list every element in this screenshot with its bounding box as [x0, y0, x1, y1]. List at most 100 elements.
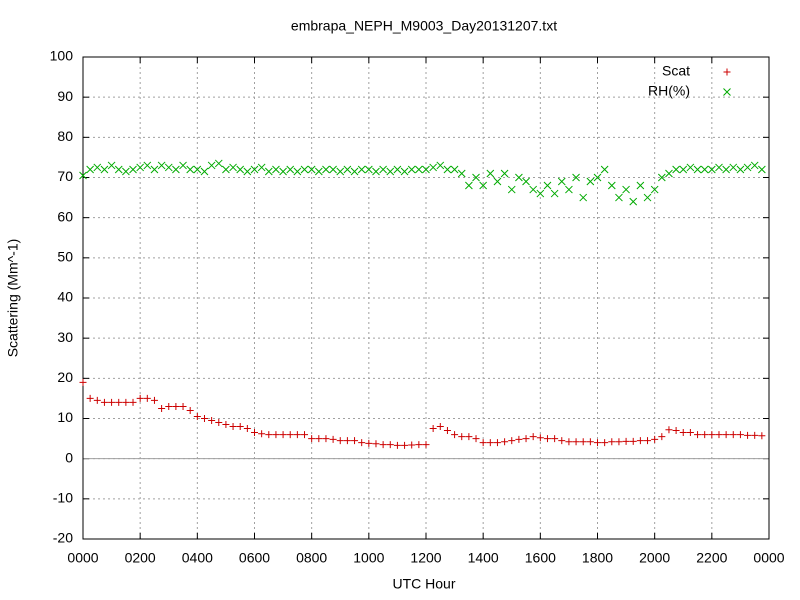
data-point — [257, 163, 266, 172]
y-tick-label: 100 — [50, 48, 74, 64]
data-point — [729, 163, 738, 172]
data-point — [622, 185, 630, 194]
data-point — [658, 433, 666, 441]
data-point — [114, 165, 123, 174]
data-point — [100, 398, 108, 406]
data-point — [601, 439, 609, 447]
data-point — [565, 185, 573, 194]
data-point — [329, 165, 337, 174]
data-point — [379, 441, 387, 449]
data-point — [336, 437, 344, 445]
data-point — [700, 165, 709, 174]
data-point — [279, 167, 287, 176]
data-point — [629, 437, 637, 445]
legend-label: Scat — [662, 63, 690, 79]
y-tick-label: 60 — [57, 208, 73, 224]
data-point — [479, 181, 488, 190]
data-point — [200, 415, 208, 422]
x-tick-label: 2200 — [696, 550, 727, 566]
data-point — [407, 165, 416, 174]
legend-marker — [723, 88, 731, 96]
data-point — [86, 165, 94, 174]
data-point — [508, 437, 516, 445]
data-point — [400, 167, 409, 176]
data-point — [679, 165, 688, 174]
data-point — [557, 177, 566, 186]
data-point — [672, 165, 680, 174]
data-point — [172, 402, 180, 410]
y-tick-label: -10 — [53, 490, 73, 506]
data-point — [543, 435, 551, 443]
data-point — [457, 169, 466, 178]
data-point — [679, 429, 687, 437]
x-tick-label: 1200 — [410, 550, 441, 566]
data-point — [351, 437, 359, 445]
data-point — [586, 438, 594, 446]
data-point — [336, 167, 345, 176]
data-point — [543, 181, 552, 190]
data-point — [701, 431, 709, 439]
data-point — [93, 396, 101, 404]
data-point — [743, 163, 752, 172]
data-point — [279, 431, 287, 439]
data-point — [393, 441, 401, 449]
data-point — [472, 435, 480, 443]
data-point — [286, 165, 295, 174]
data-point — [594, 439, 601, 447]
data-point — [600, 165, 609, 174]
data-point — [472, 173, 480, 182]
data-point — [615, 193, 623, 202]
data-point — [214, 159, 223, 168]
data-point — [143, 394, 151, 402]
x-tick-label: 0200 — [125, 550, 156, 566]
data-point — [357, 165, 366, 174]
data-point — [436, 161, 445, 170]
data-point — [536, 434, 544, 442]
data-point — [364, 165, 373, 174]
data-point — [157, 161, 166, 170]
data-point — [79, 171, 87, 180]
data-point — [650, 185, 659, 194]
data-point — [150, 165, 159, 174]
data-point — [751, 431, 759, 439]
data-point — [486, 169, 495, 178]
data-point — [79, 378, 87, 386]
y-axis-label: Scattering (Mm^-1) — [5, 239, 21, 358]
data-point — [644, 437, 652, 445]
data-point — [350, 167, 359, 176]
data-point — [550, 189, 559, 198]
data-point — [415, 165, 423, 174]
data-point — [193, 412, 201, 420]
data-point — [179, 402, 187, 410]
data-point — [450, 165, 459, 174]
data-point — [143, 161, 152, 170]
data-point — [443, 165, 452, 174]
data-point — [100, 165, 109, 174]
data-point — [315, 435, 323, 443]
data-point — [272, 165, 280, 174]
data-point — [307, 165, 316, 174]
data-point — [150, 396, 158, 404]
data-point — [672, 427, 680, 435]
data-point — [93, 163, 102, 172]
data-point — [615, 438, 623, 446]
data-point — [358, 439, 366, 447]
y-tick-label: 90 — [57, 88, 73, 104]
data-point — [236, 423, 244, 431]
x-tick-label: 0400 — [182, 550, 213, 566]
data-point — [301, 431, 309, 439]
data-point — [629, 197, 638, 206]
data-point — [686, 163, 695, 172]
x-tick-label: 0000 — [67, 550, 98, 566]
data-point — [122, 167, 130, 176]
data-point — [229, 423, 237, 431]
data-point — [465, 433, 473, 441]
data-point — [586, 177, 595, 186]
x-tick-label: 0000 — [753, 550, 784, 566]
data-point — [200, 167, 209, 176]
data-point — [372, 167, 380, 176]
data-point — [386, 167, 395, 176]
data-point — [108, 398, 116, 406]
data-point — [486, 439, 494, 447]
